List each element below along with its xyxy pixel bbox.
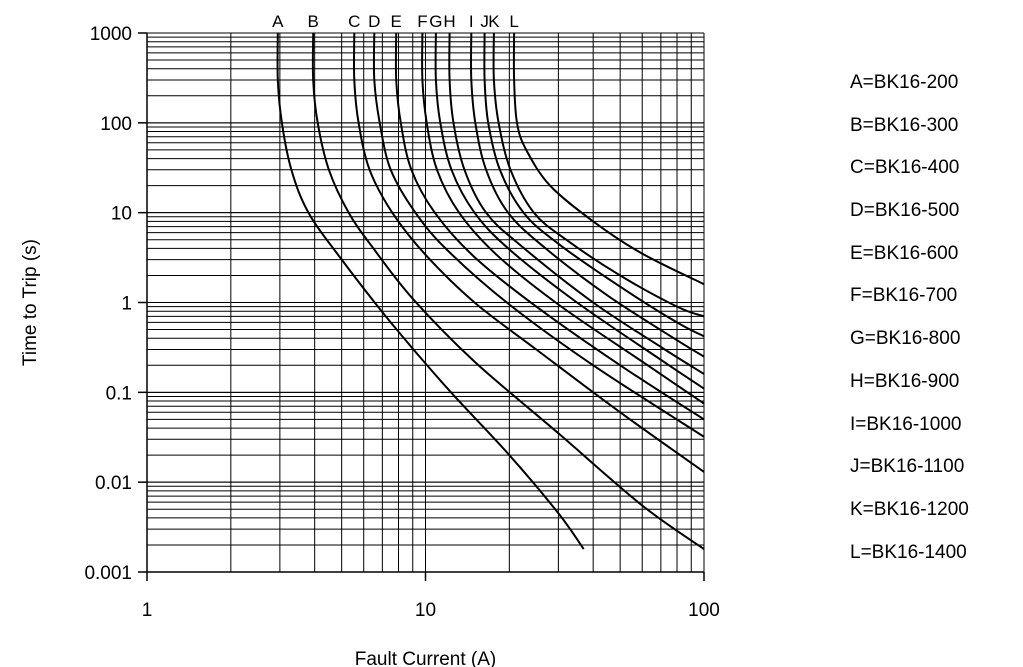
series-line-c xyxy=(352,32,705,473)
legend-item-h: H=BK16-900 xyxy=(850,370,960,392)
series-label-e: E xyxy=(391,12,402,31)
series-label-i: I xyxy=(469,12,474,31)
series-line-g xyxy=(434,32,705,390)
y-tick-label: 100 xyxy=(100,114,132,135)
y-tick-label: 10 xyxy=(111,204,132,225)
series-label-f: F xyxy=(417,12,427,31)
legend-item-j: J=BK16-1100 xyxy=(850,456,965,478)
series-label-b: B xyxy=(307,12,318,31)
y-tick-label: 0.001 xyxy=(84,563,132,584)
series-line-j xyxy=(483,32,705,338)
legend-item-f: F=BK16-700 xyxy=(850,285,958,307)
x-tick-label: 100 xyxy=(688,600,720,621)
y-axis-label: Time to Trip (s) xyxy=(20,239,41,366)
legend-item-e: E=BK16-600 xyxy=(850,242,959,264)
series-label-h: H xyxy=(443,12,455,31)
series-label-k: K xyxy=(488,12,500,31)
legend-item-c: C=BK16-400 xyxy=(850,157,960,179)
y-tick-label: 1000 xyxy=(90,24,132,45)
y-tick-label: 1 xyxy=(121,294,132,315)
y-tick-label: 0.1 xyxy=(106,383,132,404)
y-tick-label: 0.01 xyxy=(95,473,132,494)
x-tick-label: 10 xyxy=(415,600,436,621)
series-line-k xyxy=(492,32,705,318)
series-label-j: J xyxy=(480,12,489,31)
series-line-e xyxy=(394,32,705,421)
series-line-b xyxy=(311,32,705,550)
series-label-c: C xyxy=(348,12,360,31)
legend: A=BK16-200 B=BK16-300 C=BK16-400 D=BK16-500… xyxy=(850,72,969,586)
legend-item-k: K=BK16-1200 xyxy=(850,498,969,520)
series-line-h xyxy=(448,32,705,375)
series-label-d: D xyxy=(368,12,380,31)
legend-item-d: D=BK16-500 xyxy=(850,200,960,222)
series-label-a: A xyxy=(272,12,284,31)
series-label-l: L xyxy=(509,12,518,31)
x-tick-label: 1 xyxy=(142,600,153,621)
series-line-l xyxy=(512,32,705,286)
legend-item-b: B=BK16-300 xyxy=(850,114,959,136)
series-line-f xyxy=(421,32,705,405)
series-line-a xyxy=(276,32,585,550)
series-line-d xyxy=(372,32,705,438)
series-line-i xyxy=(469,32,705,358)
legend-item-g: G=BK16-800 xyxy=(850,328,961,350)
x-axis-label: Fault Current (A) xyxy=(355,649,496,667)
legend-item-l: L=BK16-1400 xyxy=(850,541,967,563)
legend-item-i: I=BK16-1000 xyxy=(850,413,962,435)
legend-item-a: A=BK16-200 xyxy=(850,72,959,93)
series-label-g: G xyxy=(429,12,442,31)
